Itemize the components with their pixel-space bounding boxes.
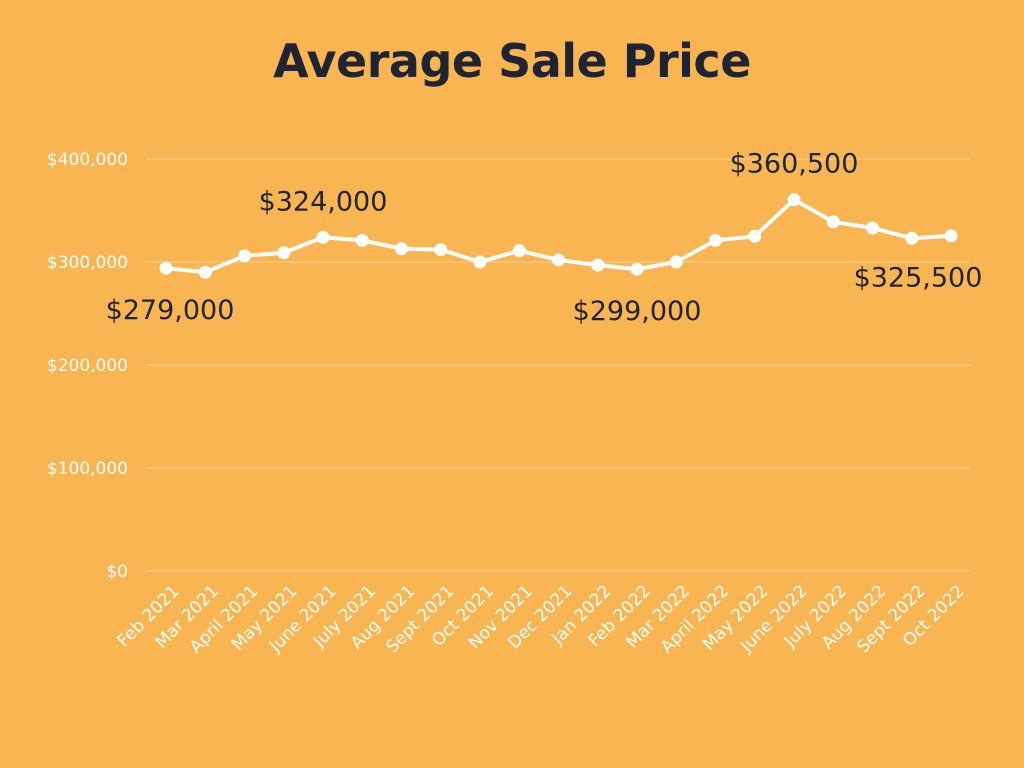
y-tick-label: $100,000: [47, 459, 128, 479]
data-point: [277, 246, 291, 260]
data-point: [944, 229, 958, 243]
y-tick-label: $400,000: [47, 150, 128, 170]
data-point: [159, 261, 173, 275]
y-tick-label: $300,000: [47, 253, 128, 273]
annotations: $279,000 $324,000 $299,000 $360,500 $325,500: [106, 149, 983, 328]
data-point: [669, 255, 683, 269]
data-point: [355, 233, 369, 247]
data-label: $299,000: [573, 296, 702, 327]
y-tick-label: $200,000: [47, 356, 128, 376]
data-point: [512, 244, 526, 258]
data-point: [591, 258, 605, 272]
data-point: [198, 265, 212, 279]
data-point: [473, 255, 487, 269]
data-label: $325,500: [854, 263, 983, 294]
data-point: [238, 249, 251, 263]
data-point: [748, 229, 762, 243]
data-point: [434, 243, 448, 257]
data-point: [552, 253, 565, 267]
data-point: [905, 231, 919, 245]
data-label: $324,000: [259, 186, 388, 217]
data-point: [395, 242, 408, 256]
data-point: [709, 233, 722, 247]
grid-lines: [146, 158, 970, 572]
y-axis-ticks: $0 $100,000 $200,000 $300,000 $400,000: [47, 150, 128, 582]
data-point: [826, 215, 840, 229]
data-point: [630, 262, 644, 276]
y-tick-label: $0: [106, 562, 128, 582]
series-layer: [159, 193, 958, 279]
data-point: [787, 193, 801, 207]
data-label: $360,500: [730, 149, 859, 180]
chart-title: Average Sale Price: [273, 34, 751, 88]
data-point: [866, 221, 879, 235]
data-point: [316, 230, 330, 244]
data-label: $279,000: [106, 295, 235, 326]
